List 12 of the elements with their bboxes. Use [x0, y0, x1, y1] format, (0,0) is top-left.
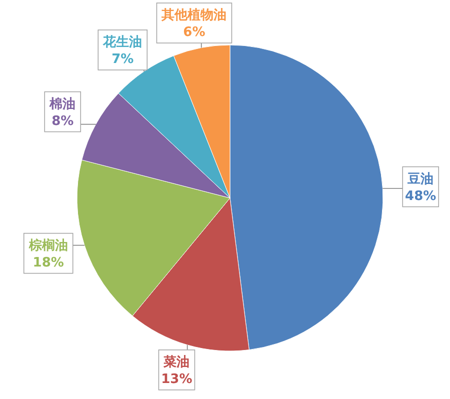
slice-label: 豆油 [406, 172, 434, 187]
slice-label: 花生油 [102, 34, 142, 50]
slice-label: 棉油 [48, 96, 76, 112]
slice-label: 菜油 [162, 354, 190, 370]
data-label: 48% [405, 188, 436, 204]
data-label: 7% [112, 52, 134, 67]
data-label: 18% [32, 255, 64, 270]
data-label: 6% [183, 25, 206, 40]
slice-label: 棕榈油 [28, 237, 68, 254]
data-label: 8% [52, 114, 74, 129]
data-label: 13% [161, 372, 192, 387]
slice-label: 其他植物油 [160, 8, 227, 23]
